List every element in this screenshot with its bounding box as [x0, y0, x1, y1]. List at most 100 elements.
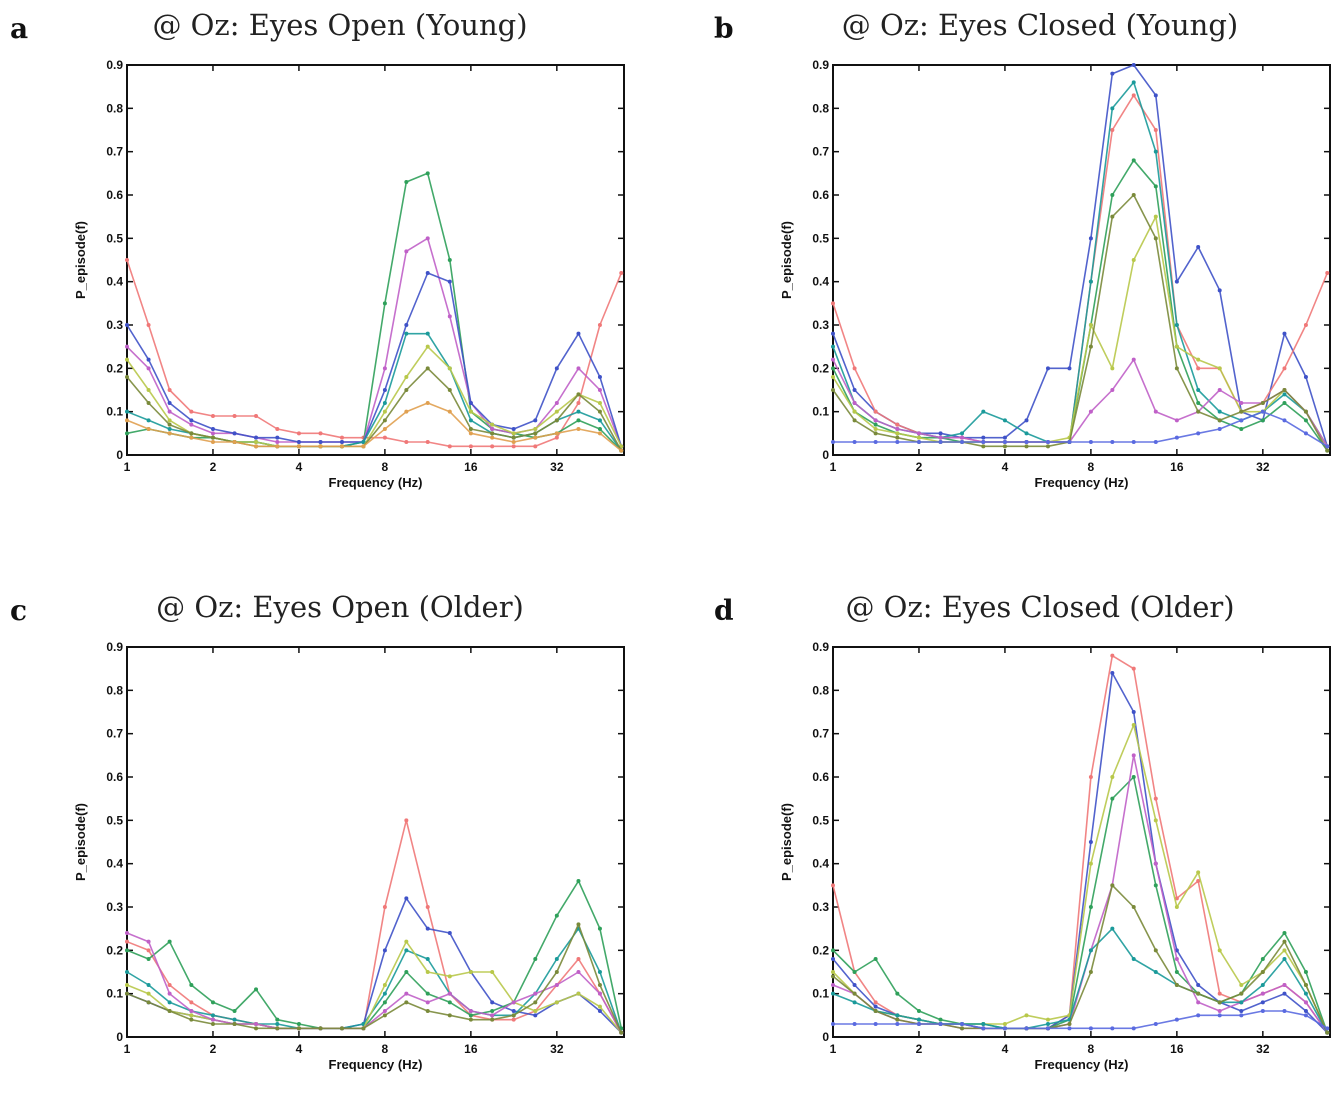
- data-point: [167, 409, 172, 414]
- data-point: [1217, 288, 1222, 293]
- x-axis-label: Frequency (Hz): [1035, 1057, 1129, 1072]
- data-point: [852, 983, 857, 987]
- data-point: [189, 409, 194, 414]
- data-point: [831, 974, 835, 979]
- x-tick-label: 1: [830, 1042, 837, 1056]
- data-point: [1260, 1009, 1265, 1013]
- data-point: [404, 440, 409, 444]
- data-point: [490, 1017, 495, 1022]
- y-tick-label: 0.9: [106, 640, 123, 654]
- data-point: [1131, 710, 1136, 714]
- data-point: [425, 1000, 430, 1005]
- series-line: [126, 927, 623, 1033]
- data-point: [1131, 753, 1136, 758]
- data-point: [1174, 344, 1179, 349]
- data-point: [1110, 71, 1115, 76]
- data-point: [831, 301, 835, 306]
- data-point: [1067, 1022, 1072, 1026]
- data-point: [1217, 991, 1222, 996]
- chart-b: 0 0.1 0.2 0.3 0.4 0.5 0.6 0.7 0.8 0.9 1 2 4 8 16 32 Freq…: [779, 58, 1331, 490]
- data-point: [831, 375, 835, 379]
- data-point: [1088, 409, 1093, 414]
- data-point: [125, 344, 129, 349]
- x-tick-label: 4: [296, 1042, 303, 1056]
- data-point: [960, 431, 965, 436]
- data-point: [1325, 448, 1330, 453]
- data-point: [873, 1022, 878, 1026]
- data-point: [1196, 245, 1201, 249]
- y-tick-label: 0.8: [106, 683, 123, 697]
- y-tick-label: 0.1: [812, 987, 829, 1001]
- data-point: [1282, 957, 1287, 961]
- x-tick-label: 2: [916, 460, 923, 474]
- data-point: [1153, 409, 1158, 414]
- data-point: [125, 970, 129, 974]
- data-point: [1088, 905, 1093, 909]
- data-point: [189, 1000, 194, 1005]
- data-point: [490, 1000, 495, 1005]
- series-line: [833, 410, 1328, 447]
- data-point: [1088, 840, 1093, 844]
- x-tick-label: 16: [1170, 460, 1184, 474]
- data-point: [1024, 440, 1029, 444]
- data-point: [1045, 1022, 1050, 1026]
- data-point: [447, 388, 452, 392]
- data-point: [1088, 861, 1093, 866]
- data-point: [146, 401, 151, 405]
- data-point: [1260, 991, 1265, 996]
- data-point: [1045, 366, 1050, 371]
- y-tick-label: 0.8: [812, 683, 829, 697]
- data-point: [1088, 970, 1093, 974]
- data-point: [1110, 214, 1115, 219]
- data-point: [232, 431, 237, 436]
- data-point: [167, 939, 172, 944]
- y-tick-label: 0.7: [812, 145, 829, 159]
- data-point: [1067, 440, 1072, 444]
- data-point: [361, 1026, 366, 1031]
- data-point: [1174, 435, 1179, 440]
- data-point: [1002, 435, 1007, 440]
- data-point: [576, 392, 581, 397]
- data-point: [511, 444, 516, 449]
- data-point: [554, 913, 559, 918]
- x-tick-label: 4: [1002, 1042, 1009, 1056]
- data-point: [1260, 1000, 1265, 1005]
- data-point: [1325, 1030, 1330, 1035]
- y-tick-label: 0.5: [812, 231, 829, 245]
- panel-c: c @ Oz: Eyes Open (Older) 0 0.1 0.2 0.3 0.4 0…: [0, 582, 660, 1102]
- series-line: [126, 272, 623, 447]
- data-point: [938, 440, 943, 444]
- data-point: [1282, 331, 1287, 336]
- data-point: [1196, 409, 1201, 414]
- x-tick-label: 32: [1256, 460, 1270, 474]
- panel-title: @ Oz: Eyes Closed (Older): [845, 590, 1235, 624]
- x-tick-label: 2: [916, 1042, 923, 1056]
- data-point: [831, 331, 835, 336]
- x-tick-label: 8: [1088, 460, 1095, 474]
- data-point: [382, 435, 387, 440]
- data-point: [1303, 375, 1308, 379]
- x-tick-label: 8: [382, 460, 389, 474]
- x-tick-label: 1: [124, 460, 131, 474]
- data-point: [1217, 388, 1222, 392]
- data-point: [511, 431, 516, 436]
- data-point: [339, 1026, 344, 1031]
- data-point: [1217, 1009, 1222, 1013]
- data-point: [425, 236, 430, 241]
- data-point: [1131, 80, 1136, 85]
- data-point: [404, 323, 409, 327]
- data-point: [189, 422, 194, 427]
- data-point: [938, 431, 943, 436]
- data-point: [852, 1000, 857, 1005]
- data-point: [1153, 1022, 1158, 1026]
- data-point: [125, 931, 129, 935]
- data-point: [382, 366, 387, 371]
- data-point: [831, 957, 835, 961]
- data-point: [1217, 948, 1222, 953]
- y-tick-label: 0.3: [106, 318, 123, 332]
- data-point: [831, 883, 835, 888]
- data-point: [852, 388, 857, 392]
- data-point: [895, 440, 900, 444]
- data-point: [1024, 444, 1029, 449]
- data-point: [1303, 323, 1308, 327]
